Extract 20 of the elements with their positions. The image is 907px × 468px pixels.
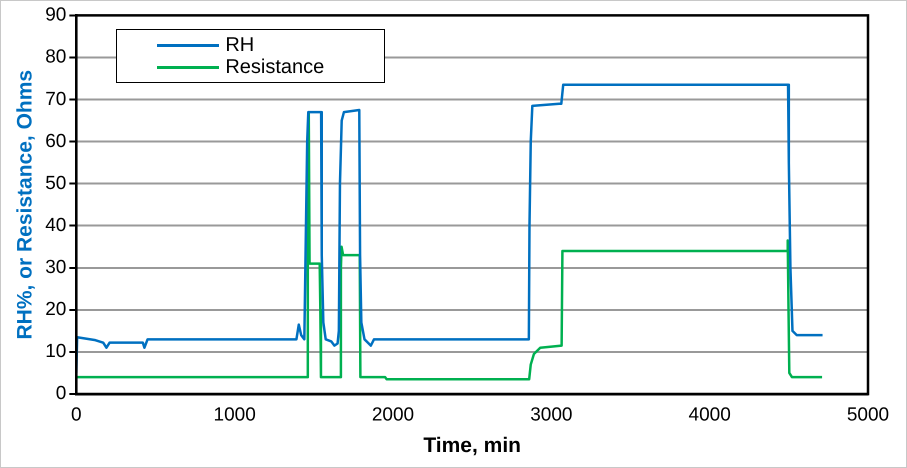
y-tick-label: 40	[45, 214, 66, 236]
legend-label: Resistance	[225, 56, 324, 78]
y-tick-label: 50	[45, 172, 66, 194]
x-tick-label: 0	[71, 404, 82, 426]
x-tick-label: 3000	[530, 404, 572, 426]
y-axis-title: RH%, or Resistance, Ohms	[13, 70, 36, 340]
y-tick-label: 10	[45, 341, 66, 362]
x-axis-title: Time, min	[423, 434, 521, 458]
y-tick-label: 30	[45, 257, 66, 278]
y-tick-label: 80	[45, 46, 66, 68]
x-tick-label: 4000	[688, 404, 731, 426]
x-tick-label: 2000	[372, 404, 414, 426]
y-tick-label: 70	[45, 88, 66, 110]
x-tick-label: 5000	[846, 404, 890, 426]
y-tick-label: 20	[45, 299, 66, 320]
y-tick-label: 90	[45, 4, 66, 26]
y-tick-label: 60	[45, 130, 66, 152]
legend-label: RH	[225, 34, 254, 56]
x-tick-label: 1000	[214, 404, 256, 426]
y-tick-label: 0	[56, 383, 66, 404]
